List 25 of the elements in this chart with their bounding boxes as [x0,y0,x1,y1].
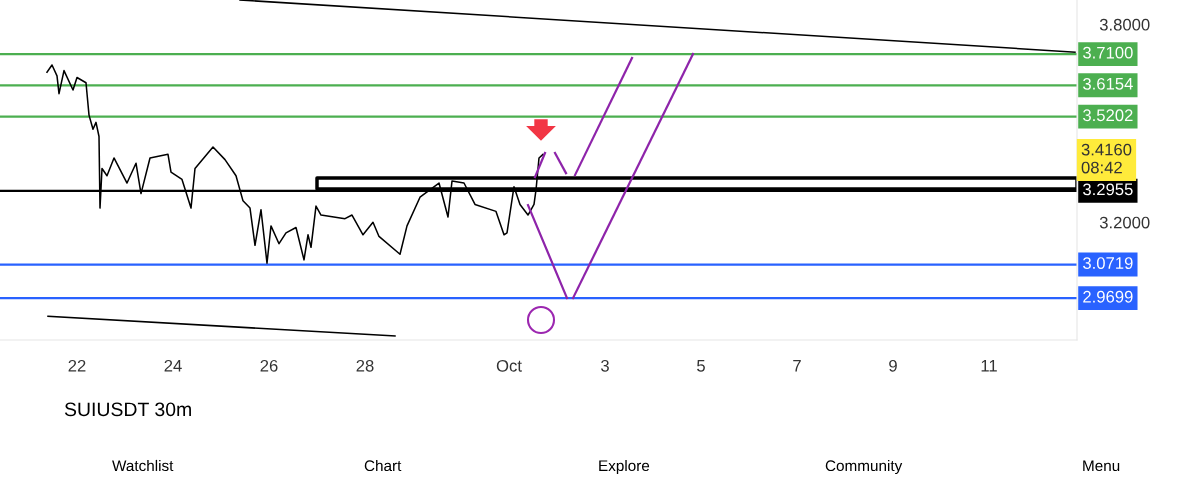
text: Watchlist [112,459,174,472]
ref-line-label: 3.5202 [1083,109,1133,122]
x-tick-label: 24 [164,359,182,372]
ref-line-label: 3.6154 [1083,77,1133,90]
x-tick-label: 28 [356,359,374,372]
y-tick-label: 3.8000 [1099,18,1150,31]
y-tick-label: 3.2000 [1099,216,1150,229]
x-tick-label: 7 [793,360,801,372]
x-tick-label: 26 [260,359,278,372]
x-tick-label: 9 [889,359,897,372]
text: Community [825,459,903,475]
text: Explore [599,459,650,475]
x-tick-label: 3 [601,359,609,372]
x-tick-label: 22 [68,359,86,372]
ref-line-label: 3.2955 [1083,183,1133,196]
x-tick-label: 5 [697,360,705,372]
x-tick-label: 11 [981,360,997,372]
text: Menu [1083,460,1120,472]
text: 3.4160 08:42 [1081,143,1132,174]
text: Chart [364,459,402,472]
x-tick-label: Oct [496,359,522,372]
text: SUIUSDT 30m [64,402,191,417]
ref-line-label: 2.9699 [1083,290,1133,303]
ref-line-label: 3.0719 [1083,257,1133,269]
ref-line-label: 3.7100 [1083,46,1133,59]
